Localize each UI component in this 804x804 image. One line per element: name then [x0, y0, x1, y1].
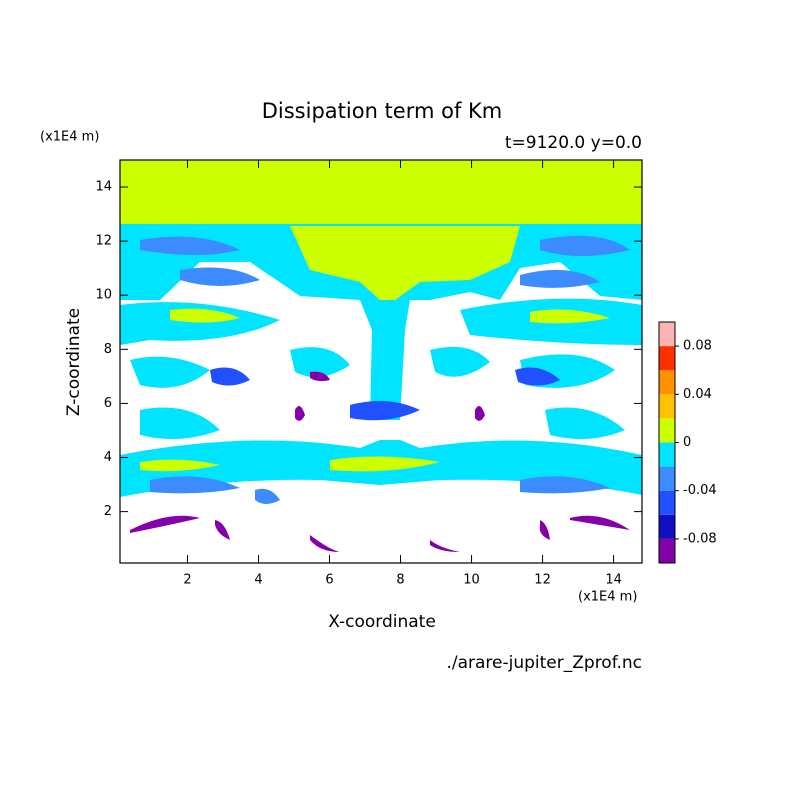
contour-region [140, 235, 630, 288]
y-tick-label: 4 [104, 450, 112, 465]
colorbar-box [659, 418, 675, 443]
colorbar-box [659, 514, 675, 539]
colorbar-tick-label: 0 [683, 435, 691, 450]
contour-region [120, 160, 642, 226]
x-tick-label: 4 [254, 573, 262, 588]
y-tick-label: 2 [104, 504, 112, 519]
x-tick-label: 6 [325, 573, 333, 588]
x-tick-label: 10 [463, 573, 480, 588]
contour-region [130, 515, 630, 552]
contour-region [150, 476, 610, 504]
colorbar-box [659, 394, 675, 419]
x-tick-label: 8 [396, 573, 404, 588]
y-tick-label: 12 [95, 234, 112, 249]
contour-region [120, 224, 642, 420]
y-tick-label: 14 [95, 180, 112, 195]
x-tick-label: 2 [183, 573, 191, 588]
contour-region [140, 456, 440, 472]
colorbar-box [659, 538, 675, 563]
chart-title: Dissipation term of Km [262, 99, 503, 123]
colorbar-box [659, 442, 675, 467]
y-tick-label: 10 [95, 288, 112, 303]
contour-field [120, 160, 642, 552]
colorbar-tick-label: -0.08 [683, 531, 717, 546]
source-file: ./arare-jupiter_Zprof.nc [446, 653, 642, 673]
y-unit: (x1E4 m) [40, 130, 99, 145]
x-axis-label: X-coordinate [328, 612, 436, 632]
colorbar-box [659, 466, 675, 491]
contour-region [130, 346, 625, 439]
contour-region [210, 367, 560, 421]
contour-region [290, 226, 520, 300]
contour-region [120, 298, 642, 345]
colorbar-box [659, 346, 675, 371]
x-tick-label: 14 [605, 573, 622, 588]
plot-frame [119, 159, 643, 564]
x-unit: (x1E4 m) [578, 590, 637, 605]
colorbar-tick-label: 0.08 [683, 339, 712, 354]
chart-subtitle: t=9120.0 y=0.0 [505, 133, 642, 153]
x-tick-label: 12 [534, 573, 551, 588]
y-tick-label: 6 [104, 396, 112, 411]
contour-region [170, 308, 610, 324]
y-tick-label: 8 [104, 342, 112, 357]
colorbar-box [659, 322, 675, 347]
colorbar-box [659, 490, 675, 515]
contour-region [295, 371, 485, 421]
colorbar-box [659, 370, 675, 395]
y-axis-label: Z-coordinate [64, 308, 84, 416]
colorbar-tick-label: 0.04 [683, 387, 712, 402]
colorbar-tick-label: -0.04 [683, 483, 717, 498]
